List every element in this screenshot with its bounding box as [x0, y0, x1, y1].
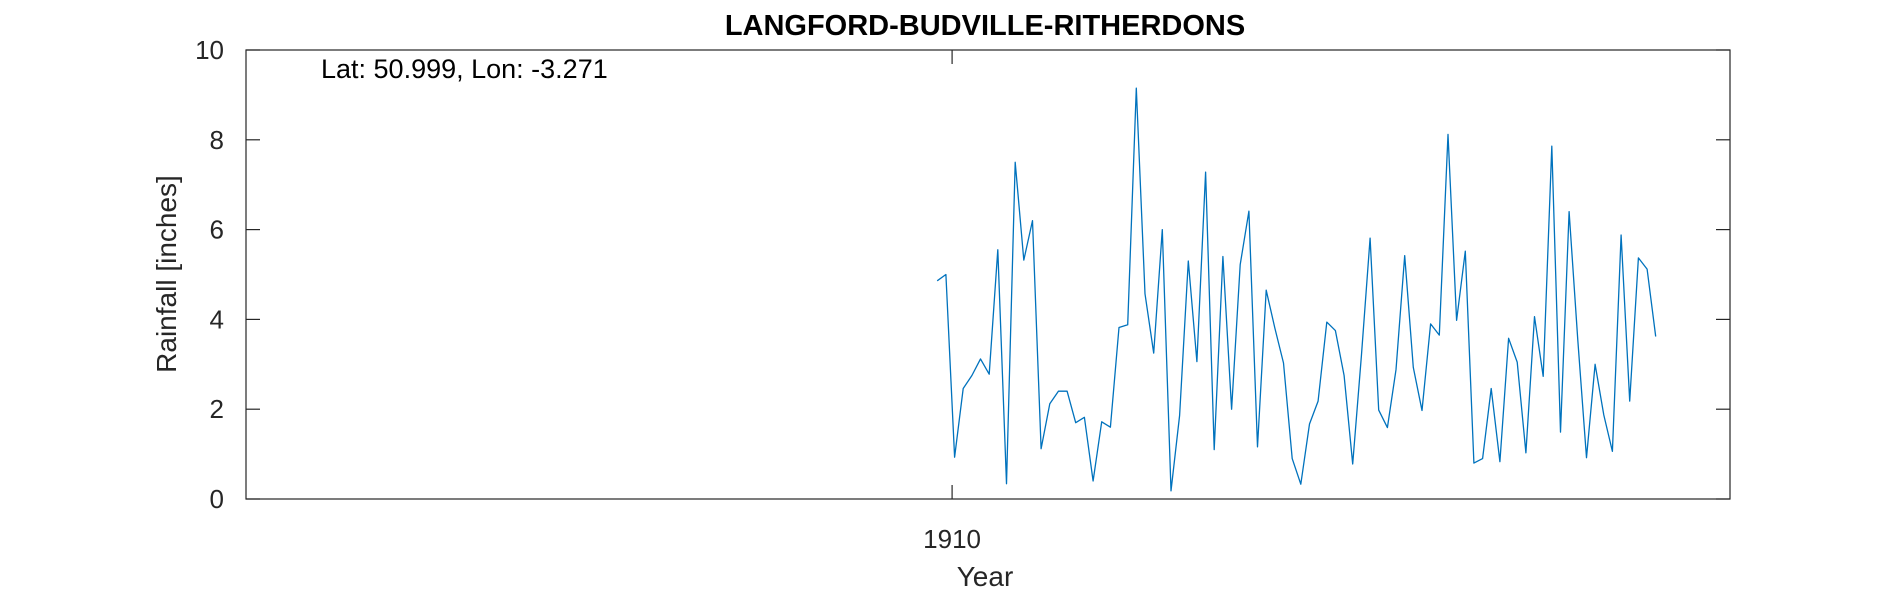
chart-title: LANGFORD-BUDVILLE-RITHERDONS: [725, 10, 1245, 42]
x-tick-label: 1910: [923, 524, 981, 554]
y-tick-label: 6: [210, 215, 224, 245]
y-tick-label: 0: [210, 484, 224, 514]
plot-frame: [245, 49, 1731, 500]
y-tick-label: 8: [210, 125, 224, 155]
axis-ticks: 0 2 4 6 8 10 1910: [195, 35, 1730, 554]
y-tick-label: 4: [210, 304, 224, 334]
location-annotation: Lat: 50.999, Lon: -3.271: [321, 54, 608, 84]
y-tick-label: 10: [195, 35, 224, 65]
y-axis-label: Rainfall [inches]: [151, 175, 182, 373]
rainfall-series-line: [936, 87, 1657, 492]
plot-axes: [245, 49, 1731, 500]
x-axis-label: Year: [957, 561, 1014, 591]
y-tick-label: 2: [210, 394, 224, 424]
